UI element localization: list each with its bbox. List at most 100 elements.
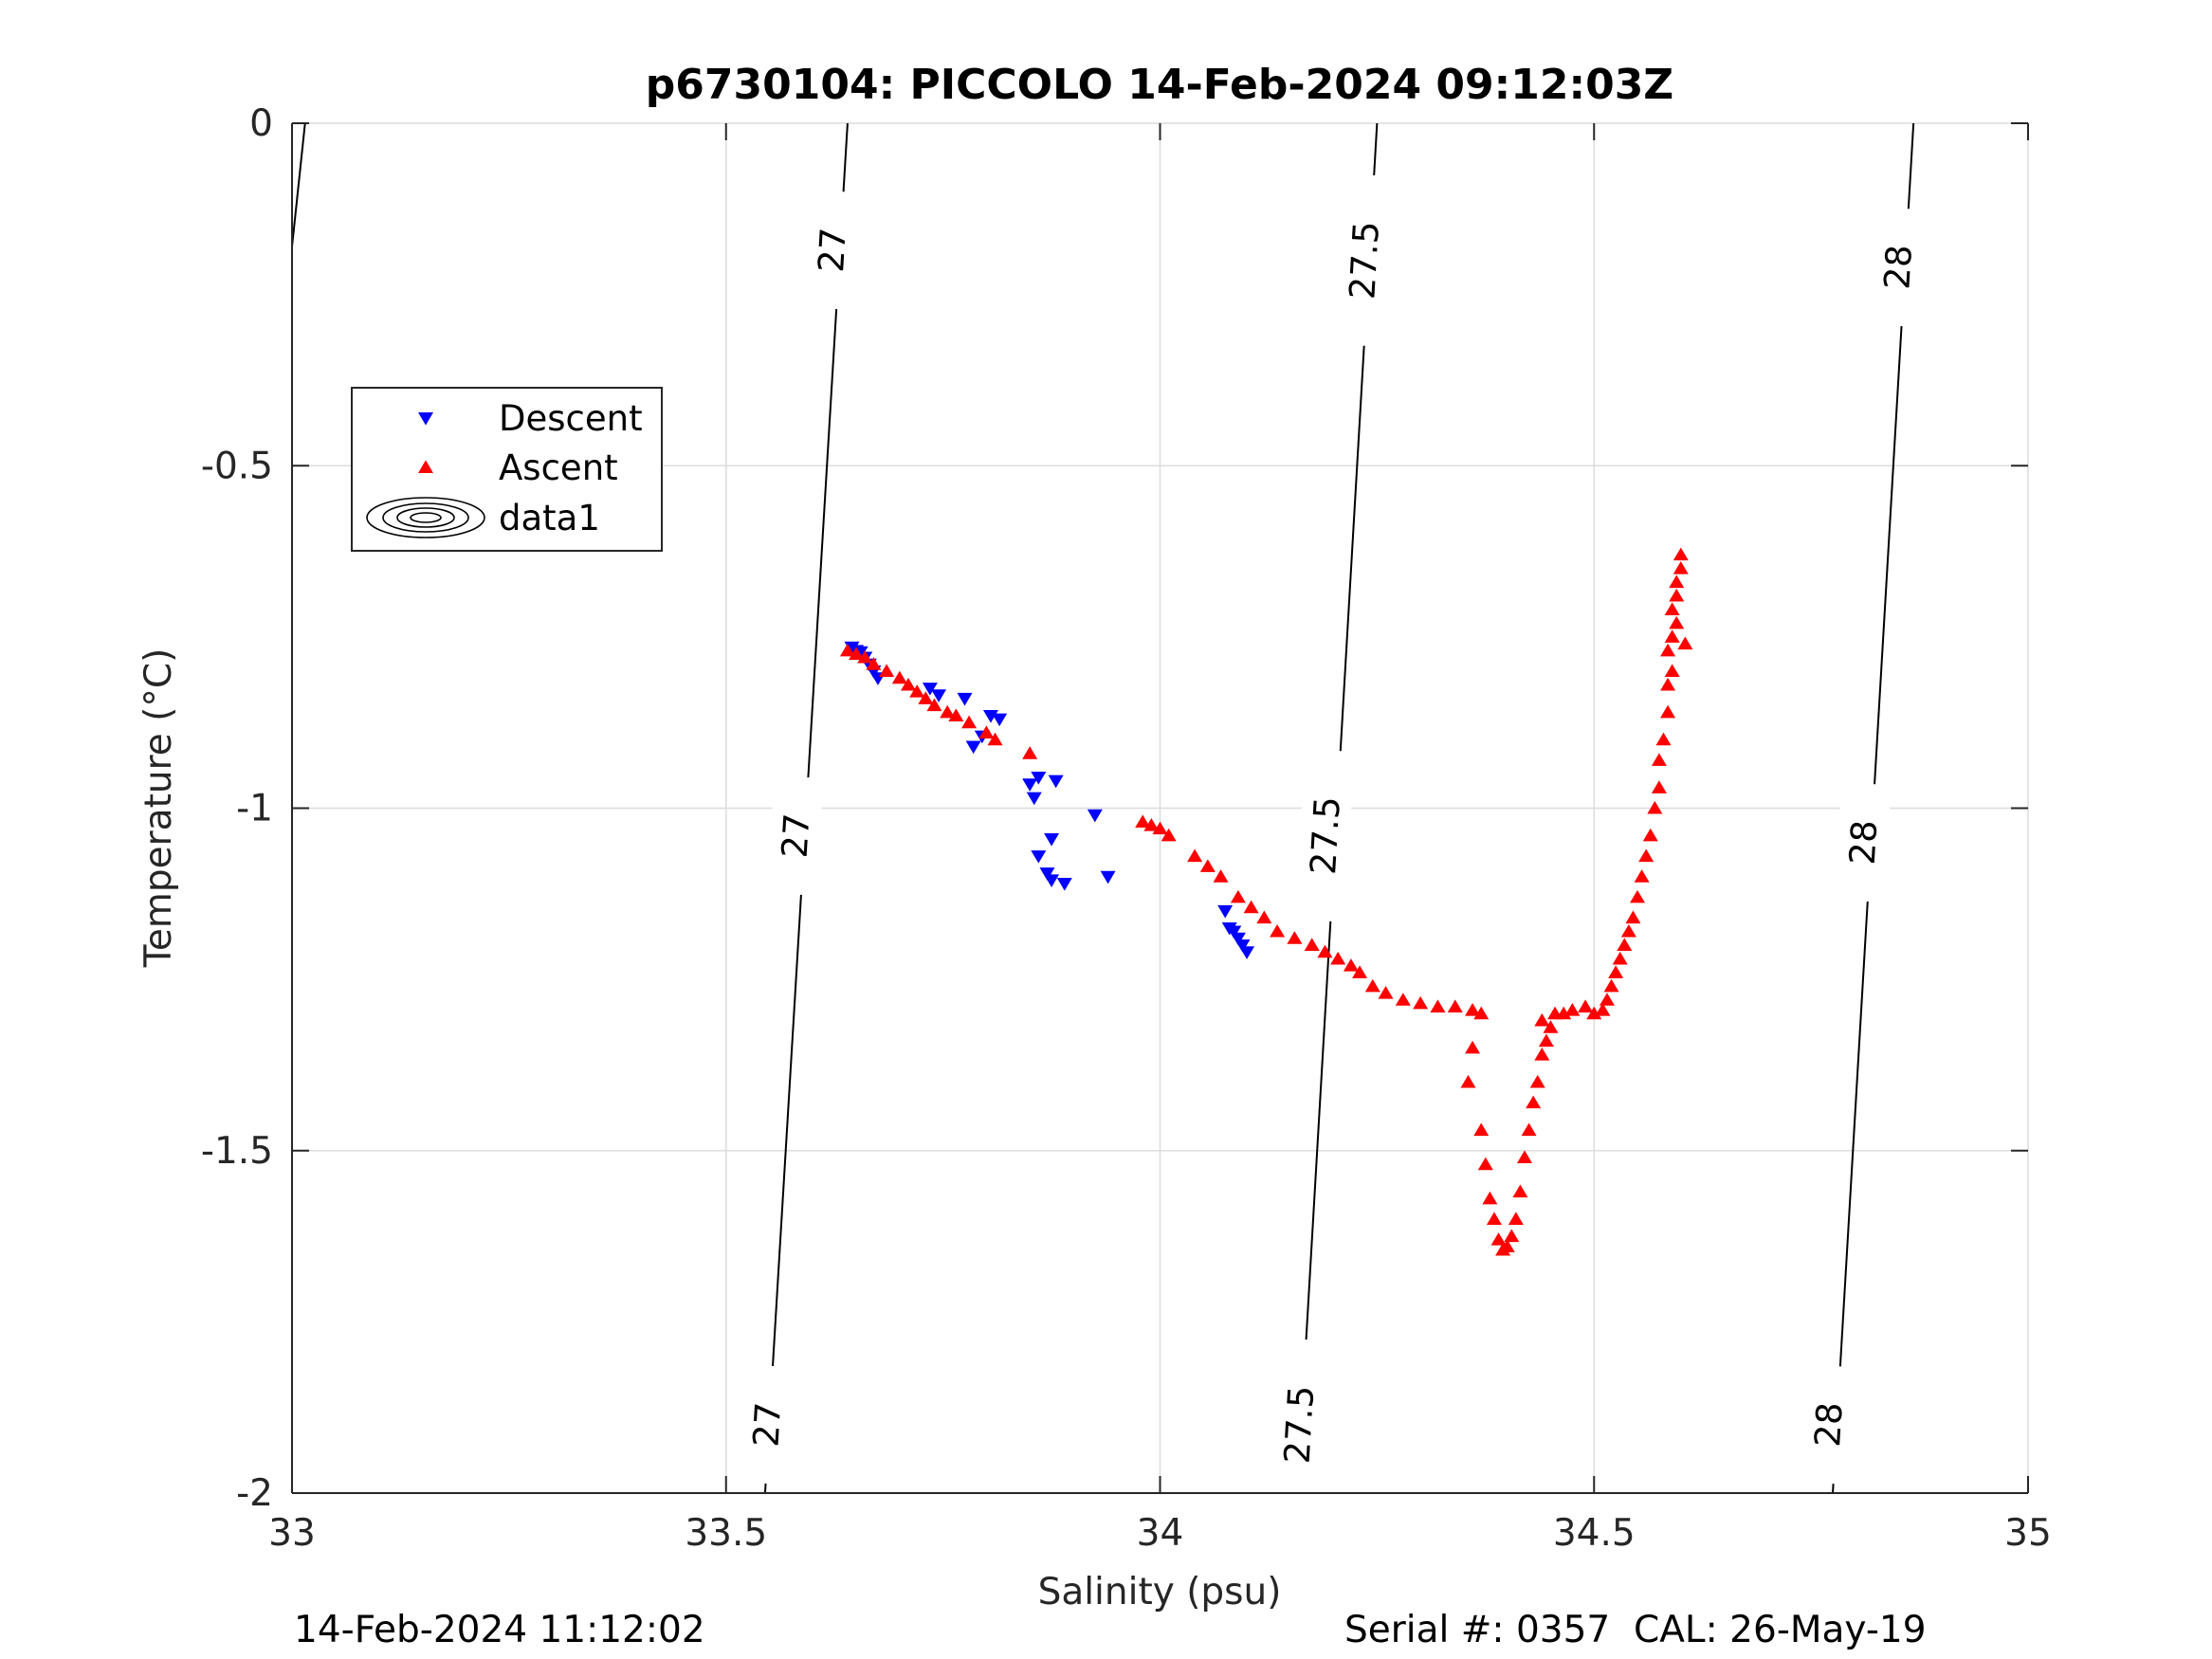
ascent-point: [1352, 965, 1368, 978]
isopycnal-label-mask: [1835, 782, 1892, 903]
isopycnal-label-mask: [1295, 749, 1355, 922]
legend-contour-icon: [382, 502, 469, 533]
isopycnal-line: [291, 122, 306, 247]
ascent-point: [866, 657, 882, 670]
ascent-point: [1673, 561, 1689, 574]
legend-contour-icon: [396, 507, 455, 528]
descent-point: [957, 692, 973, 706]
ascent-point: [987, 732, 1003, 746]
ascent-point: [940, 704, 956, 719]
ascent-point: [1669, 588, 1685, 602]
ascent-point: [1343, 958, 1359, 972]
ascent-point: [1655, 732, 1672, 746]
ascent-point: [1152, 821, 1168, 835]
ascent-point: [1651, 753, 1667, 766]
ascent-point: [1187, 848, 1203, 863]
isopycnal-label-mask: [1269, 1338, 1329, 1512]
ascent-point: [1625, 910, 1641, 924]
x-tick-label: 34: [1137, 1512, 1184, 1555]
ascent-point: [1638, 848, 1654, 863]
ascent-point: [1512, 1184, 1528, 1198]
isopycnal-label: 27.5: [1342, 220, 1387, 301]
ascent-series: [839, 547, 1693, 1256]
ascent-point: [926, 698, 942, 712]
ascent-point: [1651, 780, 1667, 793]
ascent-point: [1413, 995, 1429, 1010]
ascent-point: [1256, 910, 1272, 924]
ascent-point: [1595, 1003, 1611, 1016]
ascent-point: [1630, 889, 1646, 903]
y-tick-label: 0: [249, 102, 273, 145]
ascent-point: [1634, 869, 1650, 883]
ascent-point: [1620, 923, 1636, 938]
density-contours: 27 27 27 27.5 27.5 27.5 28 28 28: [291, 122, 1927, 1512]
y-tick-label: -2: [236, 1472, 273, 1515]
ascent-point: [1395, 993, 1411, 1006]
isopycnal-label: 28: [1842, 819, 1886, 866]
ascent-point: [1161, 828, 1177, 842]
descent-point: [1031, 850, 1047, 864]
descent-point: [1048, 775, 1064, 789]
ascent-point: [891, 670, 907, 684]
ascent-point: [961, 715, 978, 729]
ascent-point: [901, 677, 917, 691]
legend-label: data1: [499, 498, 600, 538]
ascent-point: [1143, 817, 1160, 831]
descent-point: [965, 740, 981, 755]
ascent-point: [1378, 985, 1394, 999]
ascent-point: [909, 684, 925, 698]
chart-title: p6730104: PICCOLO 14-Feb-2024 09:12:03Z: [646, 61, 1673, 109]
ascent-point: [1660, 643, 1676, 657]
ascent-point: [1534, 1048, 1550, 1061]
ascent-point: [1543, 1020, 1559, 1033]
ascent-point: [1482, 1191, 1498, 1205]
ascent-point: [1230, 889, 1246, 903]
serial-footer: Serial #: 0357 CAL: 26-May-19: [1344, 1609, 1927, 1651]
ascent-point: [1669, 574, 1685, 589]
ascent-point: [1243, 900, 1259, 914]
ascent-point: [1521, 1122, 1537, 1137]
ascent-point: [1538, 1033, 1554, 1048]
isopycnal-label-mask: [767, 775, 824, 896]
ascent-point: [1526, 1095, 1542, 1109]
ascent-point: [1460, 1074, 1476, 1088]
descent-point: [1031, 771, 1047, 785]
descent-point: [1100, 870, 1116, 884]
ascent-point: [1673, 547, 1689, 561]
isopycnal-label: 27: [811, 227, 854, 274]
ascent-point: [1465, 1040, 1481, 1054]
descent-point: [1230, 932, 1246, 946]
ascent-point: [1647, 800, 1663, 814]
ascent-point: [1486, 1212, 1502, 1225]
y-tick-label: -0.5: [201, 445, 273, 487]
descent-point: [1044, 833, 1060, 847]
x-tick-label: 34.5: [1553, 1512, 1636, 1555]
legend-label: Ascent: [499, 447, 618, 488]
ascent-point: [1599, 993, 1615, 1006]
ascent-point: [1556, 1006, 1572, 1020]
ascent-point: [1660, 704, 1676, 719]
x-tick-label: 33: [268, 1512, 316, 1555]
legend-contour-icon: [366, 497, 485, 538]
descent-point: [1056, 877, 1072, 891]
descent-point: [1022, 778, 1038, 792]
isopycnal-label-mask: [1334, 173, 1394, 347]
ascent-point: [1642, 828, 1658, 842]
ascent-point: [1608, 965, 1624, 978]
descent-point: [931, 689, 947, 702]
axes: 33 33.5 34 34.5 35 -2 -1.5 -1 -0.5 0: [201, 102, 2052, 1555]
legend-marker-descent: [418, 412, 433, 426]
descent-point: [992, 713, 1008, 727]
ascent-point: [948, 708, 964, 721]
timestamp-footer: 14-Feb-2024 11:12:02: [294, 1609, 705, 1651]
ascent-point: [978, 725, 995, 739]
descent-point: [1226, 925, 1242, 939]
ascent-point: [1508, 1212, 1524, 1225]
ascent-point: [839, 643, 855, 657]
ascent-point: [1135, 814, 1151, 828]
ascent-point: [1473, 1122, 1490, 1137]
isopycnal-label-mask: [1800, 1364, 1857, 1486]
isopycnal-label: 27: [745, 1401, 789, 1449]
ascent-point: [1564, 1003, 1581, 1016]
